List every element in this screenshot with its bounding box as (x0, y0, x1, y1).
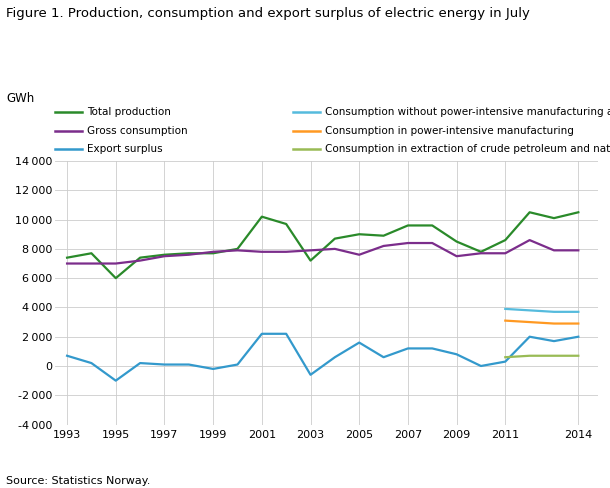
Text: GWh: GWh (6, 92, 34, 105)
Text: Consumption without power-intensive manufacturing and extraction: Consumption without power-intensive manu… (325, 107, 610, 117)
Text: Consumption in power-intensive manufacturing: Consumption in power-intensive manufactu… (325, 126, 574, 136)
Text: Gross consumption: Gross consumption (87, 126, 188, 136)
Text: Export surplus: Export surplus (87, 144, 163, 154)
Text: Total production: Total production (87, 107, 171, 117)
Text: Source: Statistics Norway.: Source: Statistics Norway. (6, 476, 151, 486)
Text: Consumption in extraction of crude petroleum and natural gas: Consumption in extraction of crude petro… (325, 144, 610, 154)
Text: Figure 1. Production, consumption and export surplus of electric energy in July: Figure 1. Production, consumption and ex… (6, 7, 530, 20)
